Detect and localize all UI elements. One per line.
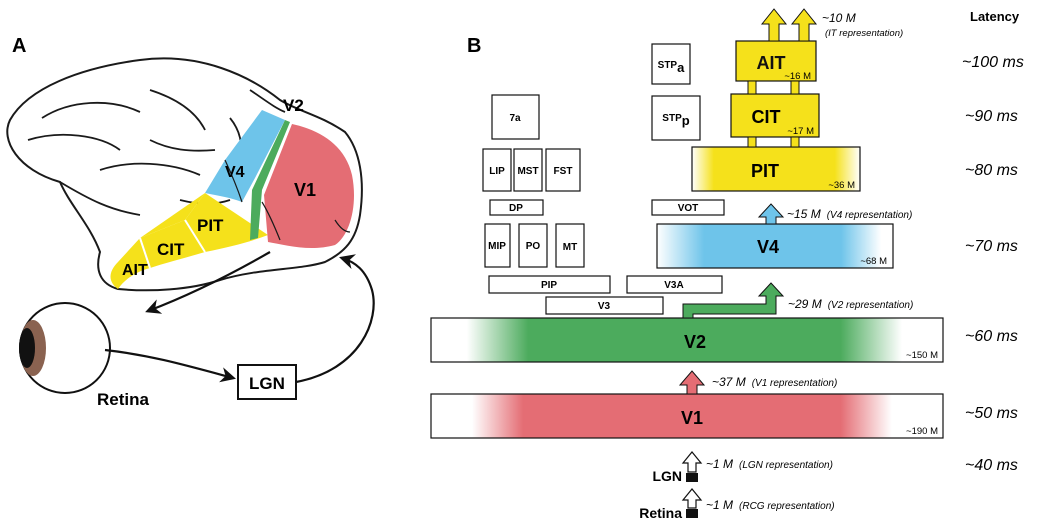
mt-label: MT	[563, 242, 577, 253]
retina-rep-text: ~1 M (RCG representation)	[706, 498, 835, 512]
svg-text:~16 M: ~16 M	[784, 71, 811, 82]
label-a-ait: AIT	[122, 262, 148, 279]
svg-text:~68 M: ~68 M	[860, 256, 887, 267]
mst-label: MST	[517, 166, 538, 177]
v2-output-arrow	[682, 282, 785, 319]
latency-40: ~40 ms	[965, 457, 1018, 474]
po-label: PO	[526, 241, 541, 252]
svg-text:PIT: PIT	[751, 161, 779, 181]
area-v2-box: V2 ~150 M	[430, 317, 944, 363]
label-a-pit: PIT	[197, 216, 224, 235]
label-a-retina: Retina	[97, 390, 150, 409]
fst-label: FST	[554, 166, 573, 177]
brain-to-eye-arrow	[145, 251, 271, 314]
vot-label: VOT	[678, 203, 699, 214]
svg-text:CIT: CIT	[752, 107, 781, 127]
svg-text:V2: V2	[684, 332, 706, 352]
it-connectors	[747, 80, 800, 148]
brain-area-v4	[205, 110, 285, 202]
latency-90: ~90 ms	[965, 108, 1018, 125]
latency-50: ~50 ms	[965, 405, 1018, 422]
area-cit-box: CIT ~17 M	[730, 93, 820, 138]
stpa-label: STPa	[658, 60, 685, 75]
latency-60: ~60 ms	[965, 328, 1018, 345]
lip-label: LIP	[489, 166, 505, 177]
svg-text:V4: V4	[757, 237, 779, 257]
small-area-boxes	[482, 43, 725, 315]
panel-a: A V2 V	[6, 35, 375, 409]
dp-label: DP	[509, 203, 523, 214]
v4-output-arrow	[757, 203, 785, 225]
svg-text:~150 M: ~150 M	[906, 350, 938, 361]
lgn-box	[237, 364, 297, 400]
brain-area-ait	[110, 238, 150, 289]
mip-label: MIP	[488, 241, 506, 252]
label-a-v4: V4	[225, 164, 245, 181]
retina-output-arrow	[681, 488, 703, 509]
brain-area-v1	[264, 124, 355, 249]
label-a-lgn: LGN	[249, 374, 285, 393]
label-a-cit: CIT	[157, 240, 185, 259]
area-ait-box: AIT ~16 M	[735, 40, 817, 82]
brain-outline	[6, 57, 363, 292]
it-rep-count: ~10 M	[822, 11, 856, 25]
panel-b-label: B	[467, 35, 481, 57]
brain-area-v2	[250, 120, 290, 240]
lgn-output-arrow	[681, 451, 703, 473]
brain-area-pit	[185, 193, 268, 252]
area-7a-label: 7a	[509, 113, 521, 124]
pip-label: PIP	[541, 280, 557, 291]
svg-text:V1: V1	[681, 408, 703, 428]
lgn-to-v1-arrow	[295, 254, 375, 384]
v3a-label: V3A	[664, 280, 683, 291]
area-v4-box: V4 ~68 M	[656, 223, 894, 269]
area-pit-box: PIT ~36 M	[691, 146, 861, 192]
svg-text:AIT: AIT	[757, 53, 786, 73]
label-b-lgn: LGN	[652, 468, 682, 484]
svg-text:~190 M: ~190 M	[906, 426, 938, 437]
it-output-arrows	[760, 8, 818, 42]
area-v1-box: V1 ~190 M	[430, 393, 944, 439]
svg-text:~36 M: ~36 M	[828, 180, 855, 191]
latency-100: ~100 ms	[962, 54, 1024, 71]
brain-area-cit	[140, 220, 205, 268]
svg-text:~17 M: ~17 M	[787, 126, 814, 137]
label-b-retina: Retina	[639, 505, 682, 521]
panel-b: B Latency ~100 ms ~90 ms ~80 ms ~70 ms ~…	[430, 8, 1024, 521]
v1-output-arrow	[678, 370, 706, 395]
eye-to-lgn-arrow	[104, 348, 236, 383]
v2-rep-text: ~29 M (V2 representation)	[788, 297, 913, 311]
v3-label: V3	[598, 301, 611, 312]
panel-a-label: A	[12, 35, 26, 57]
brain-sulci	[27, 89, 286, 216]
it-rep-label: (IT representation)	[825, 28, 903, 39]
latency-70: ~70 ms	[965, 238, 1018, 255]
latency-header: Latency	[970, 9, 1020, 24]
v4-rep-text: ~15 M (V4 representation)	[787, 207, 912, 221]
stpp-label: STPp	[662, 113, 689, 128]
v1-rep-text: ~37 M (V1 representation)	[712, 375, 837, 389]
latency-80: ~80 ms	[965, 162, 1018, 179]
lgn-rep-text: ~1 M (LGN representation)	[706, 457, 833, 471]
label-a-v2: V2	[283, 96, 304, 115]
label-a-v1: V1	[294, 180, 316, 200]
